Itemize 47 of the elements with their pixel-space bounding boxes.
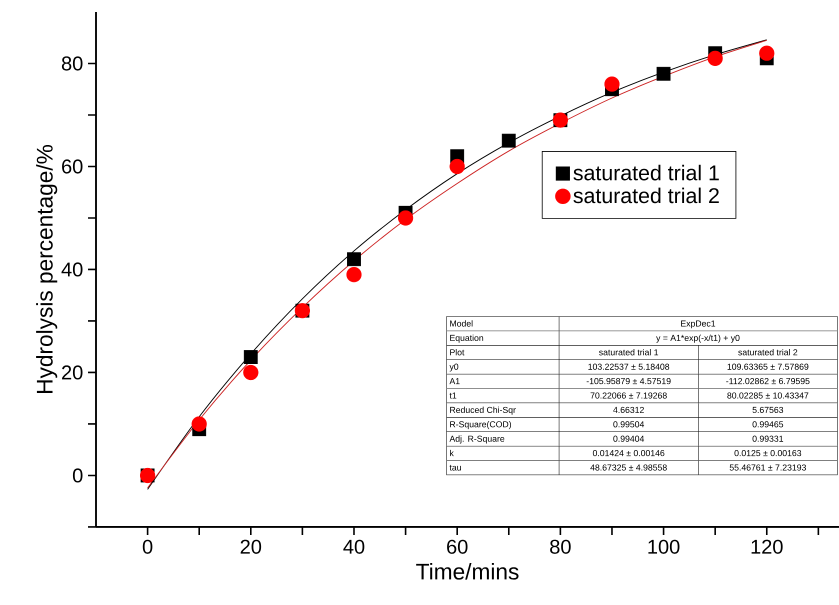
x-tick-label: 40: [343, 540, 364, 554]
annotation: 70.22066 ± 7.19268: [590, 392, 667, 399]
annotation: 0.99465: [752, 421, 784, 428]
legend-label: saturated trial 2: [573, 188, 719, 204]
annotation: -112.02862 ± 6.79595: [726, 378, 810, 384]
annotation: 4.66312: [613, 406, 644, 413]
x-tick-label: 80: [550, 540, 571, 554]
annotation: 109.63365 ± 7.57869: [728, 364, 808, 370]
annotation: k: [450, 450, 454, 456]
annotation: 80.02285 ± 10.43347: [727, 392, 808, 399]
annotation: Reduced Chi-Sqr: [450, 406, 516, 415]
annotation: saturated trial 2: [738, 349, 798, 356]
x-tick-label: 100: [648, 540, 680, 554]
annotation: y = A1*exp(-x/t1) + y0: [656, 334, 740, 343]
annotation: ExpDec1: [681, 320, 716, 328]
annotation: Adj. R-Square: [449, 435, 504, 444]
y-tick-label: 0: [72, 468, 82, 483]
annotation: 5.67563: [752, 406, 784, 413]
annotation: 0.99331: [752, 436, 784, 442]
annotation: t1: [450, 392, 456, 399]
annotation: 103.22537 ± 5.18408: [588, 364, 670, 370]
annotation: 48.67325 ± 4.98558: [590, 464, 667, 471]
x-tick-label: 0: [142, 540, 152, 554]
annotation: R-Square(COD): [450, 421, 512, 430]
y-tick-label: 60: [62, 159, 82, 174]
x-tick-label: 60: [447, 540, 468, 554]
annotation: Equation: [450, 334, 484, 343]
x-tick-label: 20: [240, 540, 262, 554]
annotation: A1: [449, 378, 460, 384]
legend-label: saturated trial 1: [573, 164, 719, 180]
annotation: saturated trial 1: [599, 349, 658, 356]
y-tick-label: 80: [62, 56, 82, 71]
annotation: tau: [450, 464, 461, 471]
y-axis-title: Hydrolysis percentage/%: [36, 145, 58, 393]
annotation: Plot: [450, 349, 464, 356]
annotation: 0.99404: [613, 436, 644, 442]
y-tick-label: 40: [62, 262, 82, 277]
annotation: 0.01424 ± 0.00146: [592, 450, 664, 456]
y-tick-label: 20: [62, 365, 82, 380]
x-axis-title: Time/mins: [416, 563, 519, 580]
annotation: Model: [450, 320, 472, 327]
annotation: 0.99504: [613, 421, 644, 428]
annotation: 0.0125 ± 0.00163: [734, 450, 802, 456]
annotation: y0: [449, 364, 458, 372]
annotation: 55.46761 ± 7.23193: [730, 464, 806, 471]
x-tick-label: 120: [752, 540, 783, 554]
annotation: -105.95879 ± 4.57519: [586, 378, 671, 384]
